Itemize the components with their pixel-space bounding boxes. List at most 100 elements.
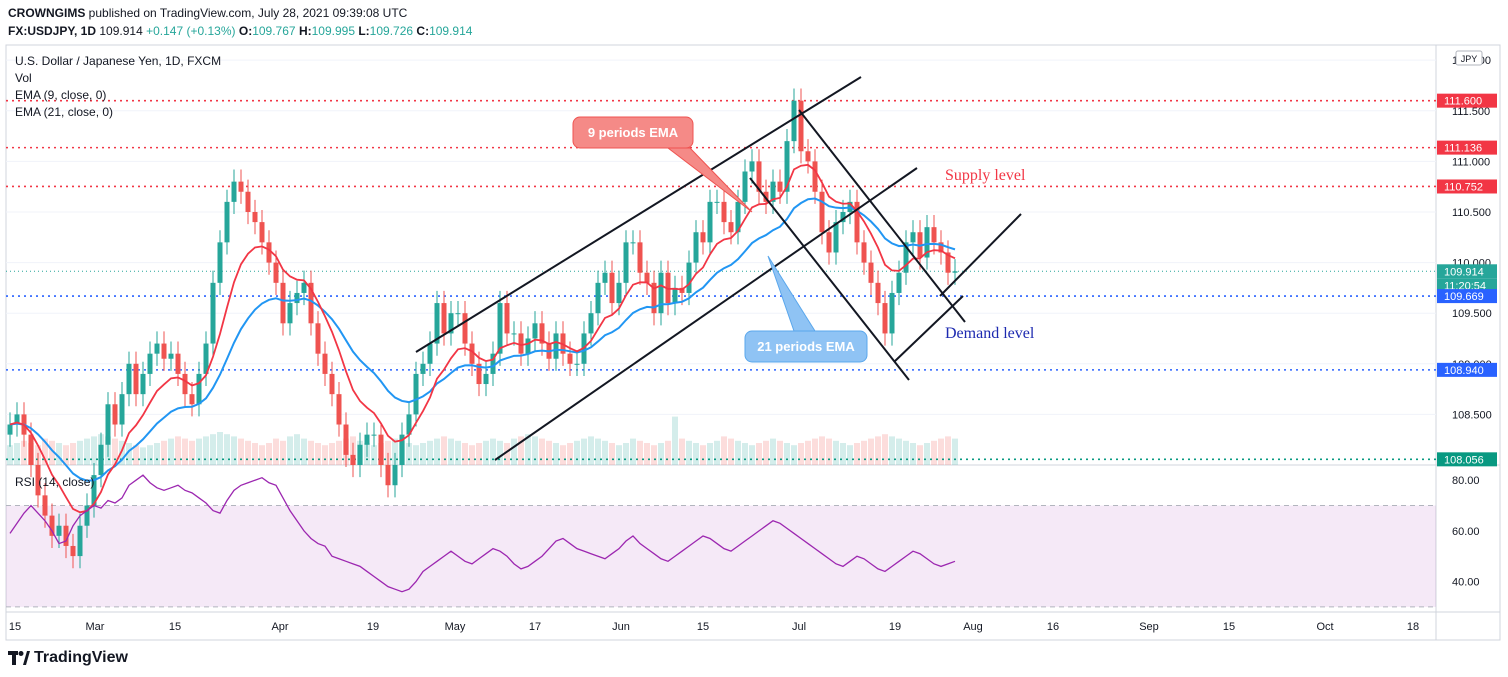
candle-body [56,525,62,536]
volume-bar [658,443,664,465]
legend-ema9: EMA (9, close, 0) [15,88,106,102]
ema21-line[interactable] [9,197,956,482]
candle-body [945,252,951,273]
volume-bar [245,440,251,465]
time-axis-labels: 15 Mar 15 Apr 19 May 17 Jun 15 Jul 19 Aug 16 Sep 15 Oct… [9,621,1419,633]
candle-body [686,262,692,293]
volume-bar [931,440,937,465]
candle-body [756,161,762,192]
candle-body [133,363,139,395]
candle-body [357,444,363,465]
currency-badge-text: JPY [1461,54,1478,64]
candle-body [483,373,489,385]
candle-body [119,394,125,425]
rsi-axis-label: 60.00 [1452,526,1480,538]
volume-bar [427,440,433,465]
time-axis-label: Jun [612,621,630,633]
rising-support-line-upper[interactable] [939,213,1022,297]
currency-badge[interactable]: JPY [1455,50,1483,66]
volume-bar [252,443,258,465]
volume-bar [609,443,615,465]
candle-body [952,271,958,273]
volume-bar [532,436,538,465]
volume-bar [469,445,475,465]
price-tag-box [1437,140,1497,155]
candle-body [280,282,286,324]
candle-body [210,282,216,344]
volume-bar [168,438,174,465]
price-tags[interactable]: 111.600111.136110.752109.91411:20:54109.… [1437,93,1497,467]
volume-bar [7,445,13,465]
time-axis-label: 15 [9,621,21,633]
volume-bar [63,445,69,465]
volume-bar [70,443,76,465]
price-tag-text: 111.600 [1444,96,1482,108]
volume-bar [945,436,951,465]
ema9-line[interactable] [9,163,956,514]
volume-bar [406,443,412,465]
candle-body [819,191,825,233]
volume-bar [420,443,426,465]
volume-bar [56,443,62,465]
rising-support-line-lower[interactable] [893,295,964,363]
candle-body [938,242,944,253]
candle-body [511,333,517,335]
ascending-channel-upper[interactable] [415,76,862,353]
price-tag-text: 108.056 [1444,454,1484,466]
legend: U.S. Dollar / Japanese Yen, 1D, FXCM Vol… [15,54,221,489]
candle-body [70,545,76,557]
candle-body [371,434,377,436]
volume-bar [224,434,230,465]
volume-bar [553,443,559,465]
volume-bar [504,443,510,465]
candle-body [630,242,636,244]
volume-bar [693,443,699,465]
ema9-callout[interactable]: 9 periods EMA [572,116,753,213]
publish-line: CROWNGIMS published on TradingView.com, … [8,4,472,22]
candle-body [854,201,860,243]
ema21-callout[interactable]: 21 periods EMA [744,255,868,363]
legend-rsi: RSI (14, close) [15,475,94,489]
volume-bar [763,440,769,465]
time-axis-label: Apr [271,621,288,633]
time-axis-label: 16 [1047,621,1059,633]
volume-bar [574,440,580,465]
volume-bar [924,443,930,465]
volume-bar [189,440,195,465]
volume-bar [868,438,874,465]
candle-body [672,287,678,304]
volume-bar [700,445,706,465]
volume-bar [840,443,846,465]
candle-body [469,343,475,364]
volume-bar [784,443,790,465]
candle-body [735,201,741,233]
volume-bar [679,438,685,465]
candle-body [840,211,846,223]
candle-body [707,201,713,243]
candle-body [525,338,531,354]
candle-body [63,525,69,546]
volume-bar [42,438,48,465]
channel-drawings[interactable] [415,76,1022,461]
chart-canvas[interactable]: 9 periods EMA 21 periods EMA Supply leve… [0,0,1508,645]
candle-body [770,181,776,202]
price-tag: 109.669 [1437,289,1497,304]
rsi-axis-labels: 40.00 60.00 80.00 [1452,475,1480,588]
open-label: O: [238,24,253,38]
candle-body [623,242,629,283]
volume-bar [231,436,237,465]
ascending-channel-lower[interactable] [494,167,918,461]
volume-bar [175,436,181,465]
publisher-name[interactable]: CROWNGIMS [8,6,86,20]
descending-channel-upper[interactable] [798,109,966,323]
chart-header: CROWNGIMS published on TradingView.com, … [8,4,472,40]
footer-brand[interactable]: TradingView [34,649,128,666]
tradingview-logo-icon[interactable] [8,651,30,665]
descending-channel-lower[interactable] [749,177,910,381]
candle-body [287,303,293,324]
volume-bar [595,438,601,465]
rsi-line[interactable] [9,474,956,593]
candle-body [518,333,524,354]
published-text: published on TradingView.com, July 28, 2… [88,6,408,20]
candle-body [350,454,356,465]
